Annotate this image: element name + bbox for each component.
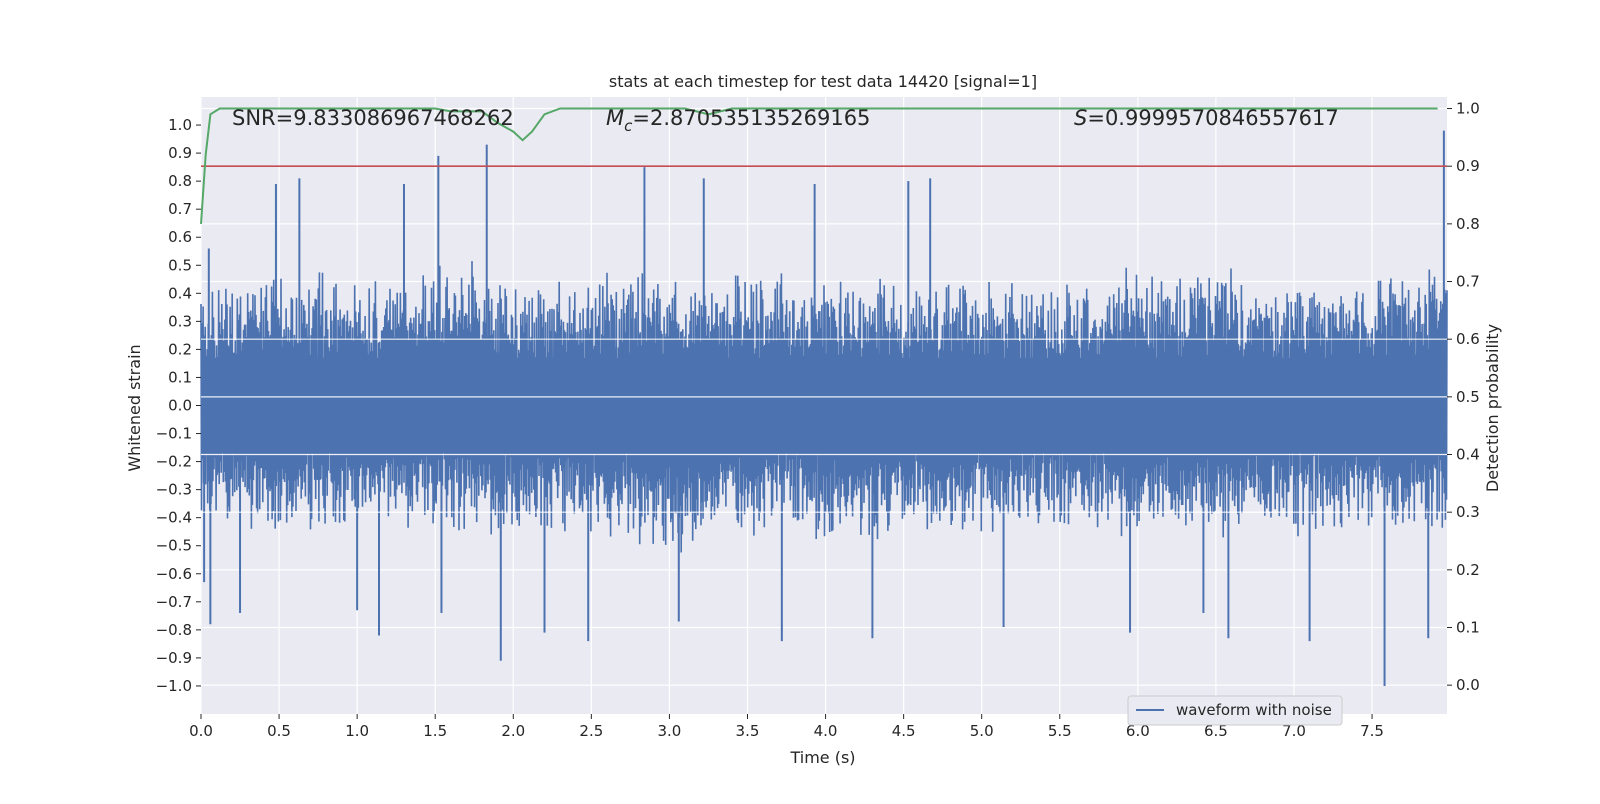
mc-symbol: M — [606, 106, 624, 130]
y-left-tick-label: −1.0 — [156, 677, 192, 695]
y-left-tick-label: 0.1 — [168, 368, 192, 386]
y-left-tick-label: −0.6 — [156, 565, 192, 583]
y-left-tick-label: 0.8 — [168, 172, 192, 190]
y-left-tick-label: 0.0 — [168, 397, 192, 415]
x-tick-label: 4.5 — [892, 722, 916, 740]
x-tick-label: 6.0 — [1126, 722, 1150, 740]
ticks: 0.0 0.5 1.0 1.5 2.0 2.5 3.0 3.5 4.0 4.5 5.0 5.5 6.0 6… — [156, 100, 1480, 740]
y-left-tick-label: −0.1 — [156, 425, 192, 443]
y-right-tick-label: 0.8 — [1456, 215, 1480, 233]
x-tick-label: 4.0 — [814, 722, 838, 740]
y-right-tick-label: 0.6 — [1456, 330, 1480, 348]
waveform-core — [201, 357, 1447, 454]
x-tick-label: 2.0 — [501, 722, 525, 740]
x-tick-label: 0.0 — [189, 722, 213, 740]
x-tick-label: 5.0 — [970, 722, 994, 740]
y-left-tick-label: −0.7 — [156, 593, 192, 611]
y-left-tick-label: 1.0 — [168, 116, 192, 134]
x-tick-label: 3.0 — [657, 722, 681, 740]
y-left-tick-label: 0.2 — [168, 340, 192, 358]
y-left-tick-label: 0.5 — [168, 256, 192, 274]
y-right-tick-label: 1.0 — [1456, 100, 1480, 118]
y-right-tick-label: 0.0 — [1456, 676, 1480, 694]
mc-value: =2.870535135269165 — [632, 106, 870, 130]
waveform-series — [200, 130, 1448, 686]
y-right-tick-label: 0.9 — [1456, 157, 1480, 175]
y-left-tick-label: 0.9 — [168, 144, 192, 162]
y-left-tick-label: 0.6 — [168, 228, 192, 246]
y-axis-label-left: Whitened strain — [125, 344, 144, 471]
x-tick-label: 3.5 — [736, 722, 760, 740]
y-axis-label-right: Detection probability — [1483, 324, 1502, 492]
waveform-line — [200, 261, 1448, 553]
s-symbol: S — [1074, 106, 1087, 130]
s-annotation: S=0.9999570846557617 — [1074, 106, 1339, 130]
y-left-tick-label: −0.2 — [156, 453, 192, 471]
x-tick-label: 0.5 — [267, 722, 291, 740]
y-left-tick-label: −0.4 — [156, 509, 192, 527]
probability-series — [200, 107, 1438, 224]
x-tick-label: 6.5 — [1204, 722, 1228, 740]
y-left-tick-label: −0.8 — [156, 621, 192, 639]
legend-box — [1127, 695, 1343, 726]
legend: waveform with noise — [1127, 695, 1343, 726]
mc-annotation: Mc=2.870535135269165 — [606, 106, 870, 135]
snr-annotation: SNR=9.833086967468262 — [232, 106, 514, 130]
y-right-tick-label: 0.1 — [1456, 619, 1480, 637]
s-value: =0.9999570846557617 — [1087, 106, 1338, 130]
chart-title: stats at each timestep for test data 144… — [609, 72, 1037, 91]
y-left-tick-label: −0.3 — [156, 481, 192, 499]
y-right-tick-label: 0.4 — [1456, 446, 1480, 464]
x-tick-label: 7.5 — [1360, 722, 1384, 740]
x-tick-label: 5.5 — [1048, 722, 1072, 740]
probability-line — [200, 107, 1438, 224]
x-tick-label: 2.5 — [579, 722, 603, 740]
y-right-tick-label: 0.5 — [1456, 388, 1480, 406]
x-tick-label: 1.5 — [423, 722, 447, 740]
y-right-tick-label: 0.3 — [1456, 503, 1480, 521]
y-left-tick-label: 0.3 — [168, 312, 192, 330]
x-tick-label: 7.0 — [1282, 722, 1306, 740]
y-left-tick-label: −0.9 — [156, 649, 192, 667]
y-left-tick-label: 0.7 — [168, 200, 192, 218]
y-left-tick-label: 0.4 — [168, 284, 192, 302]
y-left-tick-label: −0.5 — [156, 537, 192, 555]
x-axis-label: Time (s) — [789, 748, 855, 767]
y-right-tick-label: 0.7 — [1456, 273, 1480, 291]
x-tick-label: 1.0 — [345, 722, 369, 740]
mc-subscript: c — [624, 117, 633, 135]
y-right-tick-label: 0.2 — [1456, 561, 1480, 579]
legend-waveform-label: waveform with noise — [1176, 701, 1332, 719]
